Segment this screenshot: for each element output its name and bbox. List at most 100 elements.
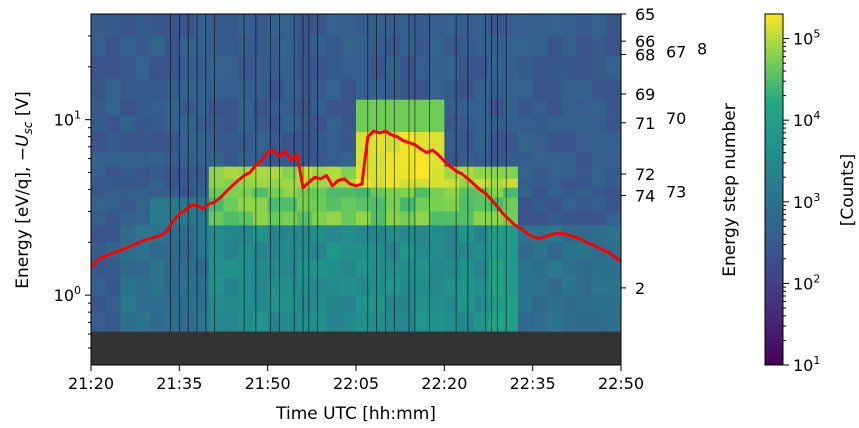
heatmap-cell [179,225,195,243]
heatmap-cell [356,187,372,199]
heatmap-cell [517,197,534,213]
heatmap-cell [179,79,195,101]
heatmap-cell [429,56,445,80]
heatmap-cell [135,312,151,333]
heatmap-cell [267,242,283,260]
heatmap-cell [488,115,504,133]
heatmap-cell [105,14,122,37]
heatmap-cell [503,152,519,168]
heatmap-cell [297,197,313,213]
heatmap-cell [164,259,180,279]
heatmap-cell [591,35,607,57]
heatmap-cell [517,35,534,57]
heatmap-cell [414,35,431,57]
heatmap-cell [606,115,621,133]
heatmap-cell [164,79,180,101]
heatmap-cell [91,35,107,57]
heatmap-cell [179,35,195,57]
heatmap-cell [459,225,475,243]
heatmap-cell [326,242,342,260]
heatmap-cell [208,56,225,80]
heatmap-cell [444,312,460,333]
heatmap-cell [164,295,180,313]
heatmap-cell [562,312,578,333]
heatmap-cell [576,132,593,154]
heatmap-cell [149,242,166,260]
heatmap-cell [282,295,298,313]
heatmap-cell [282,312,298,333]
heatmap-cell [282,14,298,37]
heatmap-cell [414,211,431,226]
heatmap-cell [576,278,593,296]
heatmap-cell [562,132,578,154]
heatmap-cell [370,278,387,296]
heatmap-cell [414,278,431,296]
heatmap-cell [591,14,607,37]
heatmap-cell [400,225,416,243]
x-tick-label: 21:50 [245,374,291,393]
heatmap-cell [400,295,416,313]
heatmap-cell [370,187,387,199]
heatmap-cell [297,242,313,260]
heatmap-cell [444,295,460,313]
heatmap-cell [252,178,269,189]
heatmap-cell [370,35,387,57]
heatmap-cell [164,56,180,80]
heatmap-cell [356,79,372,101]
heatmap-cell [120,187,136,199]
heatmap-cell [91,242,107,260]
heatmap-cell [208,35,225,57]
heatmap-cell [194,166,210,180]
heatmap-cell [606,312,621,333]
heatmap-cell [105,115,122,133]
heatmap-cell [488,242,504,260]
heatmap-cell [576,242,593,260]
heatmap-cell [135,152,151,168]
heatmap-cell [179,242,195,260]
heatmap-cell [488,35,504,57]
heatmap-cell [208,115,225,133]
heatmap-cell [517,187,534,199]
heatmap-cell [194,14,210,37]
heatmap-cell [223,115,239,133]
heatmap-cell [385,242,401,260]
heatmap-cell [591,312,607,333]
heatmap-cell [194,35,210,57]
heatmap-cell [238,152,254,168]
heatmap-cell [444,225,460,243]
heatmap-cell [356,99,372,117]
heatmap-cell [517,99,534,117]
heatmap-cell [164,152,180,168]
heatmap-cell [385,197,401,213]
heatmap-cell [385,259,401,279]
heatmap-cell [326,225,342,243]
heatmap-cell [105,211,122,226]
heatmap-cell [370,197,387,213]
heatmap-cell [562,115,578,133]
heatmap-cell [356,211,372,226]
heatmap-cell [517,178,534,189]
heatmap-cell [547,295,563,313]
heatmap-cell [282,166,298,180]
heatmap-cell [120,132,136,154]
heatmap-cell [414,79,431,101]
heatmap-cell [606,14,621,37]
heatmap-cell [606,178,621,189]
heatmap-cell [503,225,519,243]
heatmap-cell [341,312,357,333]
heatmap-cell [149,178,166,189]
heatmap-cell [238,132,254,154]
heatmap-cell [341,115,357,133]
heatmap-cell [356,259,372,279]
heatmap-cell [149,312,166,333]
heatmap-cell [473,225,490,243]
y-axis: 100 101 [54,35,91,349]
heatmap-cell [459,187,475,199]
heatmap-cell [282,99,298,117]
heatmap-cell [208,132,225,154]
heatmap-cell [135,99,151,117]
heatmap-cell [606,187,621,199]
heatmap-cell [149,14,166,37]
heatmap-cell [208,99,225,117]
heatmap-cell [194,79,210,101]
